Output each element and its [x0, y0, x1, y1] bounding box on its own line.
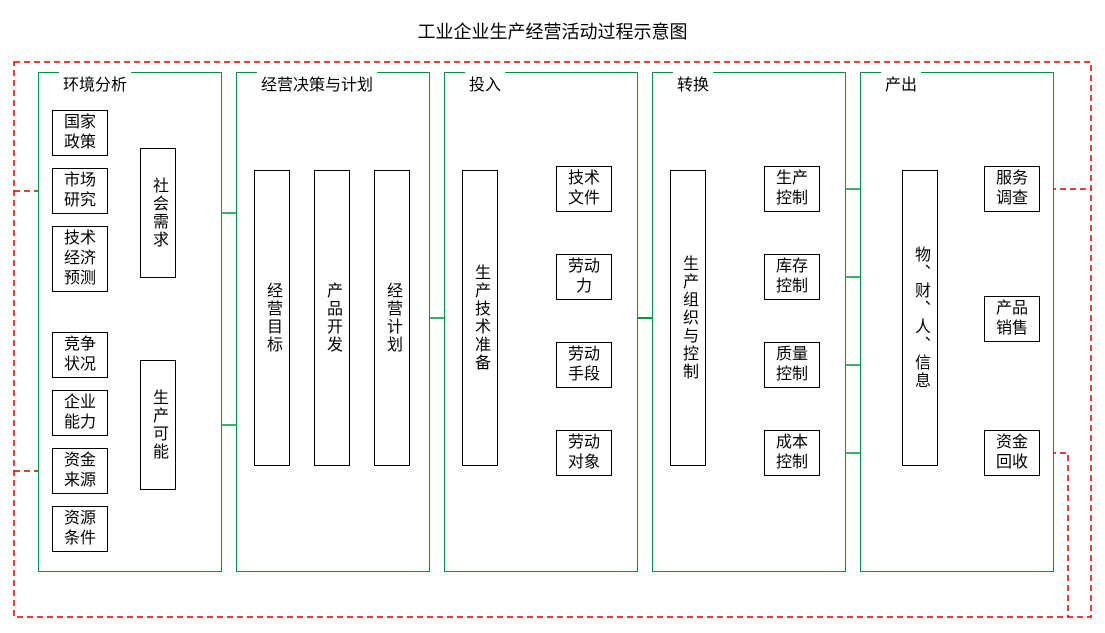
diagram-canvas: 环境分析 经营决策与计划 投入 转换 产出国家 政策市场 研究技术 经济 预测竞争 状况…: [0, 0, 1105, 633]
box-b_jyjh: 经营计划: [374, 170, 410, 466]
box-b_zlkz: 质量 控制: [764, 342, 820, 388]
box-b_ldsd: 劳动 手段: [556, 342, 612, 388]
box-b_sckn: 生产可能: [140, 360, 176, 490]
box-b_cpxs: 产品 销售: [984, 296, 1040, 342]
section-label: 转换: [673, 71, 713, 95]
box-b_jzzk: 竞争 状况: [52, 332, 108, 378]
box-b_scyj: 市场 研究: [52, 168, 108, 214]
box-b_cbkz: 成本 控制: [764, 430, 820, 476]
box-b_jsjj: 技术 经济 预测: [52, 226, 108, 292]
box-b_scjs: 生产技术准备: [462, 170, 498, 466]
box-b_zjly: 资金 来源: [52, 448, 108, 494]
section-label: 投入: [465, 71, 505, 95]
box-b_qynl: 企业 能力: [52, 390, 108, 436]
box-b_cpkf: 产品开发: [314, 170, 350, 466]
box-b_jswj: 技术 文件: [556, 166, 612, 212]
box-b_lddx: 劳动 对象: [556, 430, 612, 476]
box-b_jymb: 经营目标: [254, 170, 290, 466]
box-b_fwdc: 服务 调查: [984, 166, 1040, 212]
box-b_wcrxx: 物、财、人、信息: [902, 170, 938, 466]
box-b_ldl: 劳动 力: [556, 254, 612, 300]
box-b_kckz: 库存 控制: [764, 254, 820, 300]
section-label: 产出: [881, 71, 921, 95]
box-b_shxq: 社会需求: [140, 148, 176, 278]
box-b_sczz: 生产组织与控制: [670, 170, 706, 466]
box-b_zytj: 资源 条件: [52, 506, 108, 552]
box-b_zjhs: 资金 回收: [984, 430, 1040, 476]
box-b_sckz: 生产 控制: [764, 166, 820, 212]
box-b_gjzc: 国家 政策: [52, 110, 108, 156]
section-label: 环境分析: [59, 71, 131, 95]
section-label: 经营决策与计划: [257, 71, 377, 95]
